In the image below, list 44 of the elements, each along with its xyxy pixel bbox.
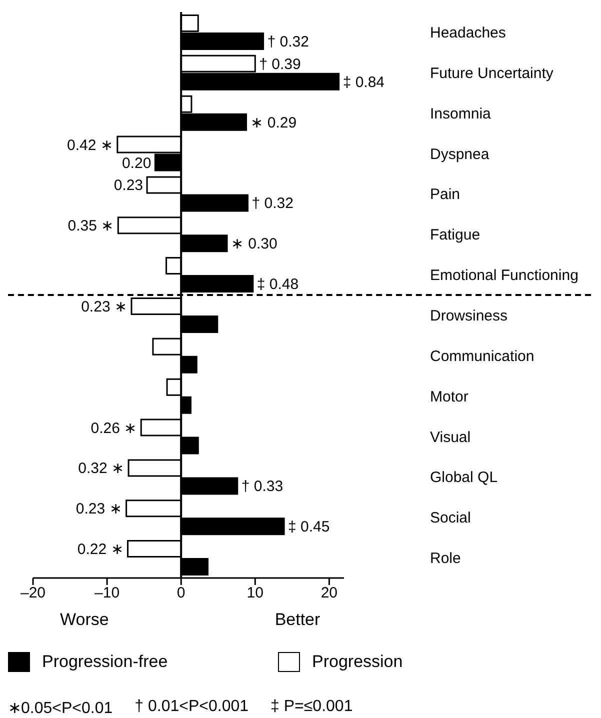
- annotation: 0.23 ∗: [76, 500, 122, 518]
- annotation: 0.22 ∗: [77, 541, 124, 558]
- y-tick-label: Pain: [430, 186, 460, 204]
- annotation: † 0.32: [252, 195, 294, 212]
- annotation: ‡ 0.48: [256, 276, 299, 294]
- annotation: 0.20: [122, 154, 152, 172]
- y-tick-label: Headaches: [430, 24, 506, 42]
- legend-label: Progression: [312, 652, 403, 672]
- annotation: ‡ 0.45: [288, 518, 330, 536]
- x-tick-label: 20: [320, 584, 338, 602]
- y-tick-label: Drowsiness: [430, 307, 508, 324]
- y-tick-label: Role: [430, 550, 461, 568]
- annotation: † 0.32: [267, 33, 310, 50]
- annotation: 0.32 ∗: [78, 460, 125, 478]
- text: † 0.01<P<0.001: [134, 698, 249, 717]
- annotation: 0.26 ∗: [90, 420, 138, 437]
- y-tick-label: Future Uncertainty: [430, 64, 554, 82]
- x-tick-label: –10: [94, 584, 120, 602]
- y-tick-label: Emotional Functioning: [430, 267, 578, 284]
- y-tick-label: Motor: [430, 388, 468, 406]
- annotation: 0.23: [114, 177, 144, 194]
- text: Better: [274, 610, 320, 630]
- text: Worse: [60, 610, 109, 630]
- y-tick-label: Communication: [430, 348, 534, 365]
- y-tick-label: Global QL: [430, 469, 498, 486]
- y-tick-label: Social: [430, 510, 471, 527]
- y-tick-label: Dyspnea: [430, 146, 490, 163]
- y-tick-label: Insomnia: [430, 105, 492, 122]
- x-tick-label: 0: [176, 584, 186, 602]
- y-tick-label: Fatigue: [430, 226, 480, 244]
- annotation: ‡ 0.84: [342, 74, 385, 91]
- annotation: † 0.39: [259, 56, 301, 73]
- annotation: 0.42 ∗: [67, 136, 114, 154]
- text: ‡ P=≤0.001: [270, 698, 353, 717]
- annotation: † 0.33: [241, 478, 284, 496]
- x-tick-label: –20: [20, 584, 46, 602]
- annotation: 0.23 ∗: [81, 298, 128, 316]
- annotation: 0.35 ∗: [68, 218, 114, 235]
- y-tick-label: Visual: [430, 428, 471, 446]
- legend-label: Progression-free: [42, 652, 168, 672]
- annotation: ∗ 0.30: [231, 236, 278, 253]
- x-tick-label: 10: [246, 584, 264, 602]
- annotation: ∗ 0.29: [250, 114, 297, 132]
- text: ∗0.05<P<0.01: [8, 699, 113, 718]
